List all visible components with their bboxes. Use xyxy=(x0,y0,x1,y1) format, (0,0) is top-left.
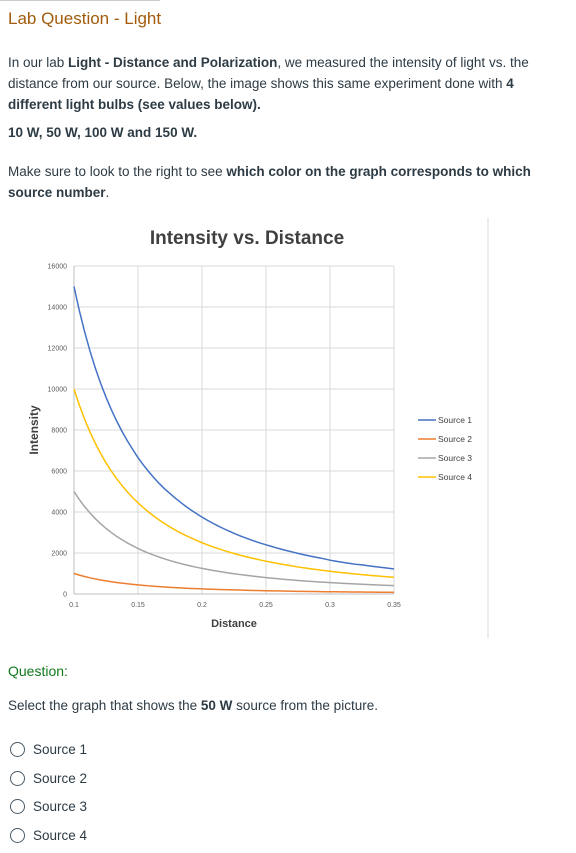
chart-svg: 0 2000 4000 6000 8000 10000 12000 14000 16000 0.1… xyxy=(27,218,489,638)
y-tick-label: 4000 xyxy=(51,510,67,517)
x-tick-label: 0.35 xyxy=(387,602,401,609)
prompt-wattage: 50 W xyxy=(200,698,233,713)
intro-paragraph: In our lab Light - Distance and Polariza… xyxy=(8,52,556,115)
y-tick-label: 12000 xyxy=(48,346,68,353)
answer-option[interactable]: Source 3 xyxy=(10,792,87,821)
y-tick-label: 16000 xyxy=(48,264,68,271)
bulb-count: 4 different light bulbs (see values belo… xyxy=(8,76,514,112)
series-line xyxy=(73,286,395,570)
prompt-text-2: source from the picture. xyxy=(232,698,378,713)
x-tick-label: 0.2 xyxy=(197,602,207,609)
question-prompt: Select the graph that shows the 50 W sou… xyxy=(8,698,378,713)
wattage-list: 10 W, 50 W, 100 W and 150 W. xyxy=(8,125,198,140)
x-tick-label: 0.15 xyxy=(131,602,145,609)
prompt-text-1: Select the graph that shows the xyxy=(8,698,201,713)
intensity-chart: 0 2000 4000 6000 8000 10000 12000 14000 16000 0.1… xyxy=(8,218,490,638)
radio-button[interactable] xyxy=(10,741,25,757)
y-tick-label: 0 xyxy=(63,592,67,599)
question-heading: Question: xyxy=(8,663,68,679)
x-axis-title: Distance xyxy=(211,618,257,630)
answer-option[interactable]: Source 4 xyxy=(10,821,87,850)
option-label: Source 3 xyxy=(33,799,88,815)
radio-button[interactable] xyxy=(10,770,25,786)
answer-option[interactable]: Source 1 xyxy=(10,735,87,764)
top-divider xyxy=(0,0,160,1)
y-tick-label: 2000 xyxy=(51,551,67,558)
legend-label: Source 3 xyxy=(438,453,472,463)
series-line xyxy=(73,388,395,579)
series-line xyxy=(73,491,395,587)
option-label: Source 4 xyxy=(33,827,88,843)
y-axis-title: Intensity xyxy=(27,405,41,455)
y-tick-label: 6000 xyxy=(51,469,67,476)
series-line xyxy=(73,572,395,594)
y-tick-label: 8000 xyxy=(51,428,67,435)
radio-button[interactable] xyxy=(10,827,25,843)
option-label: Source 2 xyxy=(33,770,88,786)
y-tick-label: 14000 xyxy=(48,305,68,312)
legend-label: Source 1 xyxy=(438,415,472,425)
answer-options: Source 1 Source 2 Source 3 Source 4 xyxy=(10,735,87,850)
legend-label: Source 2 xyxy=(438,434,472,444)
x-tick-label: 0.3 xyxy=(325,602,335,609)
option-label: Source 1 xyxy=(33,741,88,757)
x-tick-label: 0.1 xyxy=(69,602,79,609)
hint-text-1: Make sure to look to the right to see xyxy=(8,164,227,179)
answer-option[interactable]: Source 2 xyxy=(10,764,87,793)
intro-text-1: In our lab xyxy=(8,55,69,70)
hint-bold: which color on the graph corresponds to … xyxy=(8,164,531,200)
legend-label: Source 4 xyxy=(438,472,472,482)
hint-paragraph: Make sure to look to the right to see wh… xyxy=(8,161,563,203)
page-title: Lab Question - Light xyxy=(8,9,162,28)
intro-text-2: , we measured the intensity of light vs.… xyxy=(8,55,529,91)
chart-title: Intensity vs. Distance xyxy=(150,228,344,249)
y-tick-label: 10000 xyxy=(48,387,68,394)
lab-name: Light - Distance and Polarization xyxy=(68,55,278,70)
hint-text-2: . xyxy=(105,185,110,200)
radio-button[interactable] xyxy=(10,799,25,815)
x-tick-label: 0.25 xyxy=(259,602,273,609)
